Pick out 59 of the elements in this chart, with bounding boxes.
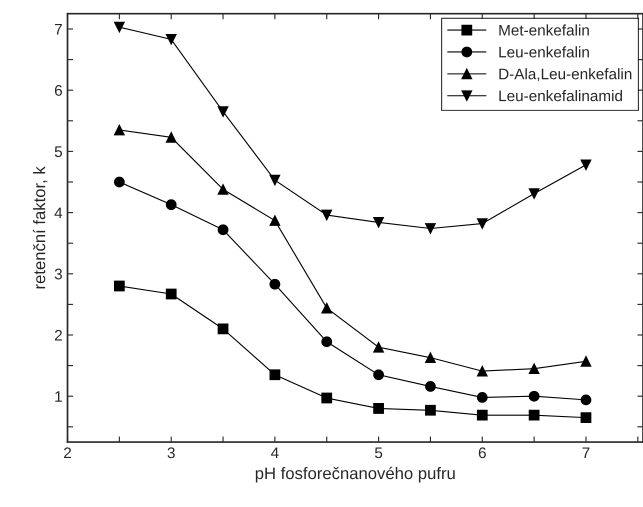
y-tick-label: 4 (54, 208, 62, 218)
point (166, 132, 177, 143)
point (218, 324, 228, 334)
point (528, 410, 540, 421)
point (373, 369, 384, 380)
legend-label: Leu-enkefalinamid (499, 90, 622, 102)
point (270, 278, 280, 290)
point (270, 369, 280, 380)
point (321, 210, 332, 220)
x-tick-label: 6 (478, 447, 486, 458)
y-axis-title: retenční faktor, k (32, 166, 48, 288)
x-tick-label: 5 (374, 448, 382, 458)
point (528, 363, 540, 374)
point (270, 174, 280, 186)
point (528, 390, 540, 402)
legend-label: D-Ala,Leu-enkefalin (499, 68, 632, 82)
point (218, 106, 228, 117)
x-tick-label: 2 (64, 447, 71, 458)
point (476, 392, 488, 403)
point (373, 217, 384, 228)
point (476, 410, 488, 421)
point (425, 352, 436, 364)
x-tick-label: 7 (582, 448, 590, 458)
y-tick-label: 5 (54, 146, 62, 158)
point (114, 124, 125, 136)
point (476, 218, 488, 229)
x-tick-label: 3 (168, 447, 175, 458)
point (321, 302, 332, 314)
x-tick-label: 4 (271, 448, 279, 458)
point (373, 403, 384, 414)
y-tick-label: 6 (54, 85, 62, 96)
point (114, 280, 125, 292)
point (580, 394, 592, 406)
point (321, 392, 332, 404)
point (270, 215, 280, 226)
y-tick-label: 1 (55, 391, 62, 402)
point (166, 199, 177, 210)
y-tick-label: 2 (54, 330, 62, 341)
point (425, 223, 436, 234)
y-tick-label: 7 (54, 24, 62, 35)
point (218, 184, 228, 195)
point (476, 366, 488, 376)
point (528, 188, 540, 200)
point (580, 356, 592, 367)
y-tick-label: 3 (54, 268, 62, 280)
point (425, 381, 436, 392)
point (218, 224, 228, 236)
x-axis-title: pH fosforečnanového pufru (256, 466, 455, 482)
point (580, 412, 592, 424)
legend-label: Met-enkefalin (499, 24, 589, 36)
point (373, 342, 384, 353)
point (166, 34, 177, 45)
point (114, 176, 125, 188)
legend-label: Leu-enkefalin (499, 46, 589, 58)
point (114, 22, 125, 33)
point (166, 288, 177, 300)
point (580, 159, 592, 170)
point (425, 404, 436, 416)
point (321, 336, 332, 348)
